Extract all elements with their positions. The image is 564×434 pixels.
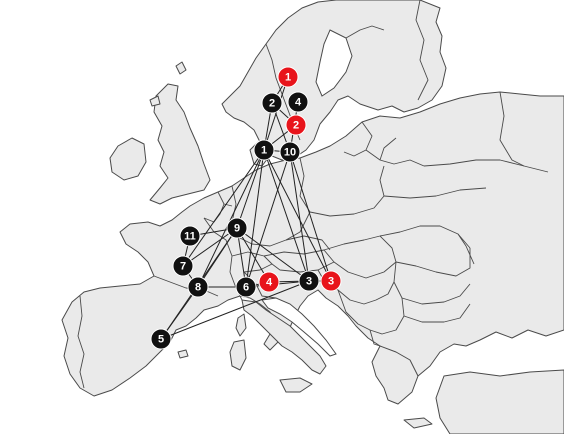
link-black-10-to-black-3: [289, 151, 310, 282]
link-black-10-to-black-6: [245, 151, 291, 288]
node-label-red-4: 4: [266, 277, 273, 289]
node-red-4[interactable]: 4: [258, 271, 280, 293]
node-label-black-5: 5: [158, 334, 164, 346]
italy-landmass: [241, 299, 327, 375]
node-black-7[interactable]: 7: [172, 255, 194, 277]
node-black-2[interactable]: 2: [261, 92, 283, 114]
link-black-5-to-black-3: [160, 280, 310, 340]
link-black-1-to-black-7: [182, 149, 265, 267]
sardinia-landmass: [229, 339, 247, 371]
node-label-black-10: 10: [284, 147, 296, 159]
node-marker-black-2[interactable]: [261, 92, 283, 114]
node-label-black-9: 9: [234, 223, 240, 235]
node-label-red-2: 2: [293, 120, 299, 132]
node-marker-black-5[interactable]: [150, 328, 172, 350]
ireland-landmass: [109, 137, 147, 181]
node-red-1[interactable]: 1: [277, 66, 299, 88]
link-black-1-to-red-3: [263, 149, 332, 282]
node-marker-red-3[interactable]: [320, 270, 342, 292]
node-label-black-3: 3: [306, 276, 312, 288]
border-layer: [77, 0, 549, 389]
node-black-11[interactable]: 11: [179, 225, 201, 247]
great-britain-landmass: [149, 83, 211, 205]
node-black-9[interactable]: 9: [226, 217, 248, 239]
continental-europe-landmass: [61, 91, 564, 397]
node-black-1[interactable]: 1: [253, 139, 275, 161]
node-label-red-1: 1: [285, 72, 291, 84]
node-label-black-6: 6: [243, 282, 249, 294]
node-label-black-8: 8: [195, 282, 201, 294]
island-landmass: [175, 61, 187, 75]
node-marker-black-3[interactable]: [298, 270, 320, 292]
node-marker-black-8[interactable]: [187, 276, 209, 298]
node-marker-black-7[interactable]: [172, 255, 194, 277]
node-marker-black-11[interactable]: [179, 225, 201, 247]
node-label-black-4: 4: [295, 97, 302, 109]
node-label-black-11: 11: [184, 231, 196, 243]
sicily-landmass: [279, 377, 313, 393]
node-label-black-1: 1: [261, 145, 267, 157]
link-black-1-to-black-6: [245, 149, 265, 288]
node-black-4[interactable]: 4: [287, 91, 309, 113]
node-red-2[interactable]: 2: [285, 114, 307, 136]
node-marker-red-2[interactable]: [285, 114, 307, 136]
link-black-1-to-black-9: [236, 149, 265, 229]
node-marker-red-4[interactable]: [258, 271, 280, 293]
node-black-10[interactable]: 10: [279, 141, 301, 163]
crete-landmass: [403, 417, 433, 429]
link-black-9-to-black-7: [182, 227, 238, 267]
link-black-9-to-black-3: [236, 227, 310, 282]
node-marker-black-4[interactable]: [287, 91, 309, 113]
link-red-1-to-black-1: [263, 76, 289, 151]
link-black-10-to-red-3: [289, 151, 332, 282]
node-label-black-2: 2: [269, 98, 275, 110]
node-marker-black-6[interactable]: [235, 276, 257, 298]
link-black-8-to-black-5: [160, 286, 199, 340]
greece-landmass: [371, 345, 419, 405]
link-black-1-to-black-3: [263, 149, 310, 282]
node-black-5[interactable]: 5: [150, 328, 172, 350]
corsica-landmass: [235, 313, 247, 337]
node-label-red-3: 3: [328, 276, 334, 288]
node-marker-black-1[interactable]: [253, 139, 275, 161]
node-label-black-7: 7: [180, 261, 186, 273]
node-marker-red-1[interactable]: [277, 66, 299, 88]
land-layer: [61, 0, 564, 434]
node-black-3[interactable]: 3: [298, 270, 320, 292]
link-black-1-to-black-8: [197, 149, 265, 288]
node-black-6[interactable]: 6: [235, 276, 257, 298]
node-black-8[interactable]: 8: [187, 276, 209, 298]
node-marker-black-9[interactable]: [226, 217, 248, 239]
node-marker-black-10[interactable]: [279, 141, 301, 163]
node-red-3[interactable]: 3: [320, 270, 342, 292]
balearic-landmass: [177, 349, 189, 359]
turkey-landmass: [435, 369, 564, 434]
island-landmass: [149, 95, 161, 107]
